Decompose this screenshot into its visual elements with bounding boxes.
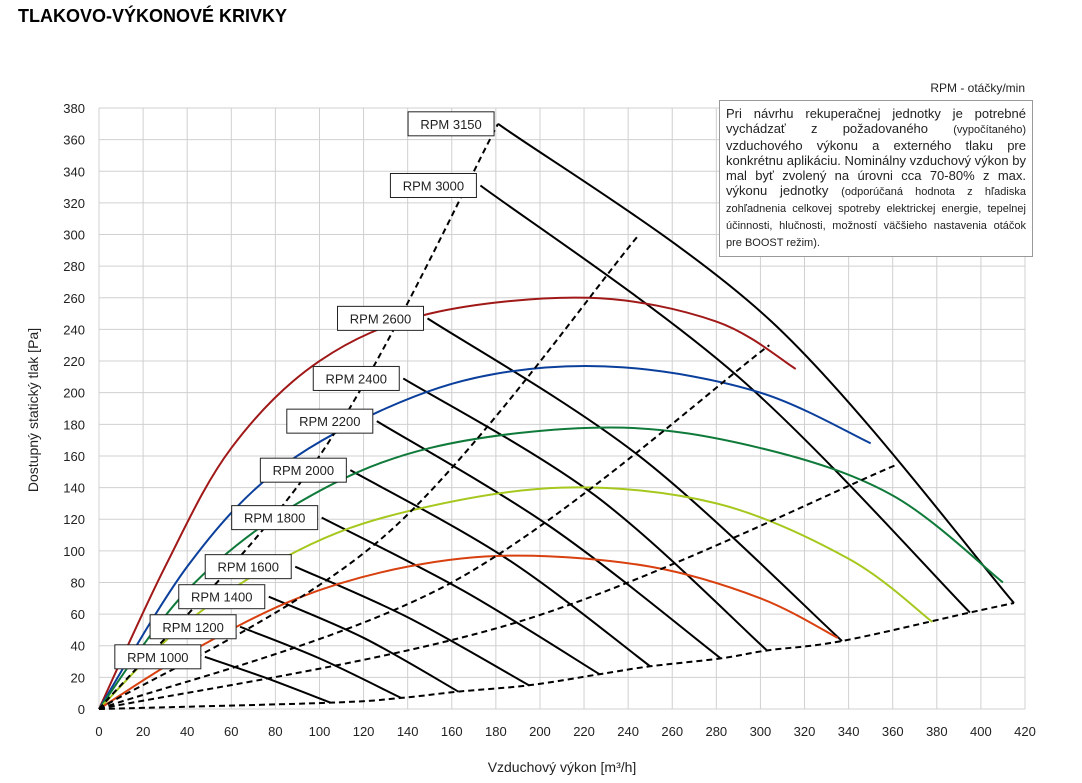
rpm-label: RPM 3150 [420,117,481,132]
rpm-label: RPM 2200 [299,414,360,429]
curve [349,469,651,668]
x-tick-label: 360 [882,724,904,739]
rpm-label-box [231,505,319,531]
note-box: Pri návrhu rekuperačnej jednotky je potr… [719,100,1033,257]
y-axis-label: Dostupný statický tlak [Pa] [25,328,41,492]
x-tick-label: 300 [750,724,772,739]
rpm-label: RPM 1000 [127,650,188,665]
y-tick-label: 120 [63,512,85,527]
rpm-label-box [259,457,347,483]
y-tick-label: 320 [63,196,85,211]
dashed-line [98,344,770,710]
x-tick-label: 80 [268,724,282,739]
y-tick-label: 160 [63,449,85,464]
x-axis-label: Vzduchový výkon [m³/h] [488,759,637,775]
rpm-label: RPM 1200 [162,620,223,635]
x-tick-label: 100 [309,724,331,739]
dashed-line [98,233,640,710]
curve [479,184,971,614]
y-tick-label: 140 [63,481,85,496]
x-tick-label: 120 [353,724,375,739]
x-tick-label: 220 [573,724,595,739]
curve [268,595,459,693]
x-tick-label: 240 [617,724,639,739]
x-tick-label: 60 [224,724,238,739]
x-tick-label: 0 [95,724,102,739]
rpm-label-box [312,365,400,391]
y-tick-label: 100 [63,544,85,559]
rpm-label-box [114,644,202,670]
rpm-label: RPM 2000 [273,463,334,478]
rpm-label-box [204,554,292,580]
note-text: vzduchového výkonu a externého tlaku pre… [726,138,1026,198]
rpm-label-box [149,614,237,640]
curve [98,296,797,710]
curve [204,655,331,704]
curve [497,123,1015,604]
x-tick-label: 260 [661,724,683,739]
note-text: Pri návrhu rekuperačnej jednotky je potr… [726,106,1026,136]
dashed-line [98,602,1015,710]
curve [294,565,530,687]
y-tick-label: 240 [63,322,85,337]
x-tick-label: 40 [180,724,194,739]
rpm-label-box [337,305,425,331]
dashed-line [98,464,896,710]
y-tick-label: 380 [63,101,85,116]
x-tick-label: 280 [705,724,727,739]
y-tick-label: 300 [63,228,85,243]
y-tick-label: 180 [63,417,85,432]
y-tick-label: 360 [63,133,85,148]
y-tick-label: 80 [71,575,85,590]
y-tick-label: 0 [78,702,85,717]
rpm-label: RPM 1800 [244,511,305,526]
rpm-label: RPM 2400 [326,371,387,386]
rpm-label: RPM 3000 [403,178,464,193]
chart-title: TLAKOVO-VÝKONOVÉ KRIVKY [18,5,287,26]
y-tick-label: 200 [63,386,85,401]
x-tick-label: 200 [529,724,551,739]
rpm-label: RPM 2600 [350,311,411,326]
x-tick-label: 140 [397,724,419,739]
y-tick-label: 60 [71,607,85,622]
x-tick-label: 20 [136,724,150,739]
curve [98,426,1004,710]
x-tick-label: 420 [1014,724,1036,739]
rpm-label-box [178,584,266,610]
y-tick-label: 40 [71,639,85,654]
curve [98,486,934,710]
x-tick-label: 400 [970,724,992,739]
subtitle: RPM - otáčky/min [930,81,1025,95]
curve [426,317,843,642]
curve [402,377,768,652]
y-tick-label: 280 [63,259,85,274]
x-tick-label: 340 [838,724,860,739]
rpm-label: RPM 1400 [191,590,252,605]
rpm-label-box [286,408,374,434]
rpm-label-box [389,172,477,198]
x-tick-label: 380 [926,724,948,739]
curve [239,625,402,699]
y-tick-label: 220 [63,354,85,369]
x-tick-label: 160 [441,724,463,739]
note-text: (vypočítaného) [953,124,1026,136]
curve [321,516,601,676]
rpm-label-box [407,111,495,137]
curve [98,365,872,710]
y-tick-label: 20 [71,670,85,685]
x-tick-label: 180 [485,724,507,739]
y-tick-label: 260 [63,291,85,306]
rpm-label: RPM 1600 [218,560,279,575]
note-text: (odporúčaná hodnota z hľadiska zohľadnen… [726,186,1026,249]
curve [376,420,722,660]
x-tick-label: 320 [794,724,816,739]
y-tick-label: 340 [63,164,85,179]
